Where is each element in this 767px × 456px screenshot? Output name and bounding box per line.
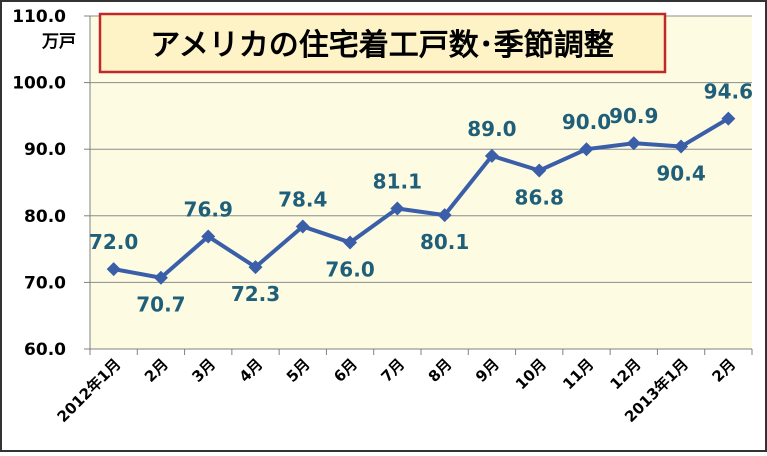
data-label: 81.1 <box>373 169 422 193</box>
data-marker <box>106 262 121 277</box>
y-tick-label: 60.0 <box>24 340 66 360</box>
data-marker <box>390 201 405 216</box>
data-marker <box>532 163 547 178</box>
data-label: 90.4 <box>656 162 705 186</box>
data-marker <box>674 139 689 154</box>
y-tick-label: 110.0 <box>12 7 66 27</box>
data-marker <box>295 219 310 234</box>
y-tick-labels: 60.0 70.0 80.0 90.0 100.0 110.0 <box>12 7 66 360</box>
data-label: 72.3 <box>231 282 280 306</box>
chart-title-box: アメリカの住宅着工戸数･季節調整 <box>98 12 667 74</box>
data-label: 90.9 <box>609 104 658 128</box>
data-label: 78.4 <box>278 187 327 211</box>
data-label: 86.8 <box>515 186 564 210</box>
y-tick-label: 90.0 <box>24 140 66 160</box>
y-tick-label: 100.0 <box>12 74 66 94</box>
data-labels: 72.0 70.7 76.9 72.3 78.4 76.0 81.1 80.1 89.0 86.8… <box>89 80 753 317</box>
data-marker <box>201 229 216 244</box>
data-label: 72.0 <box>89 230 138 254</box>
data-label: 89.0 <box>467 117 516 141</box>
data-marker <box>248 260 263 275</box>
data-marker <box>721 111 736 126</box>
data-marker <box>579 142 594 157</box>
y-axis-label: 万戸 <box>41 32 76 52</box>
data-markers <box>106 111 736 285</box>
series-line <box>113 116 730 280</box>
data-marker <box>626 136 641 151</box>
y-tick-label: 70.0 <box>24 273 66 293</box>
data-label: 70.7 <box>136 293 185 317</box>
data-label: 80.1 <box>420 230 469 254</box>
data-label: 94.6 <box>704 80 753 104</box>
data-label: 76.0 <box>325 257 374 281</box>
data-marker <box>484 148 499 163</box>
data-label: 76.9 <box>184 197 233 221</box>
chart-title: アメリカの住宅着工戸数･季節調整 <box>150 28 614 63</box>
data-label: 90.0 <box>562 110 611 134</box>
y-tick-label: 80.0 <box>24 207 66 227</box>
data-marker <box>343 235 358 250</box>
data-marker <box>437 208 452 223</box>
data-marker <box>153 270 168 285</box>
